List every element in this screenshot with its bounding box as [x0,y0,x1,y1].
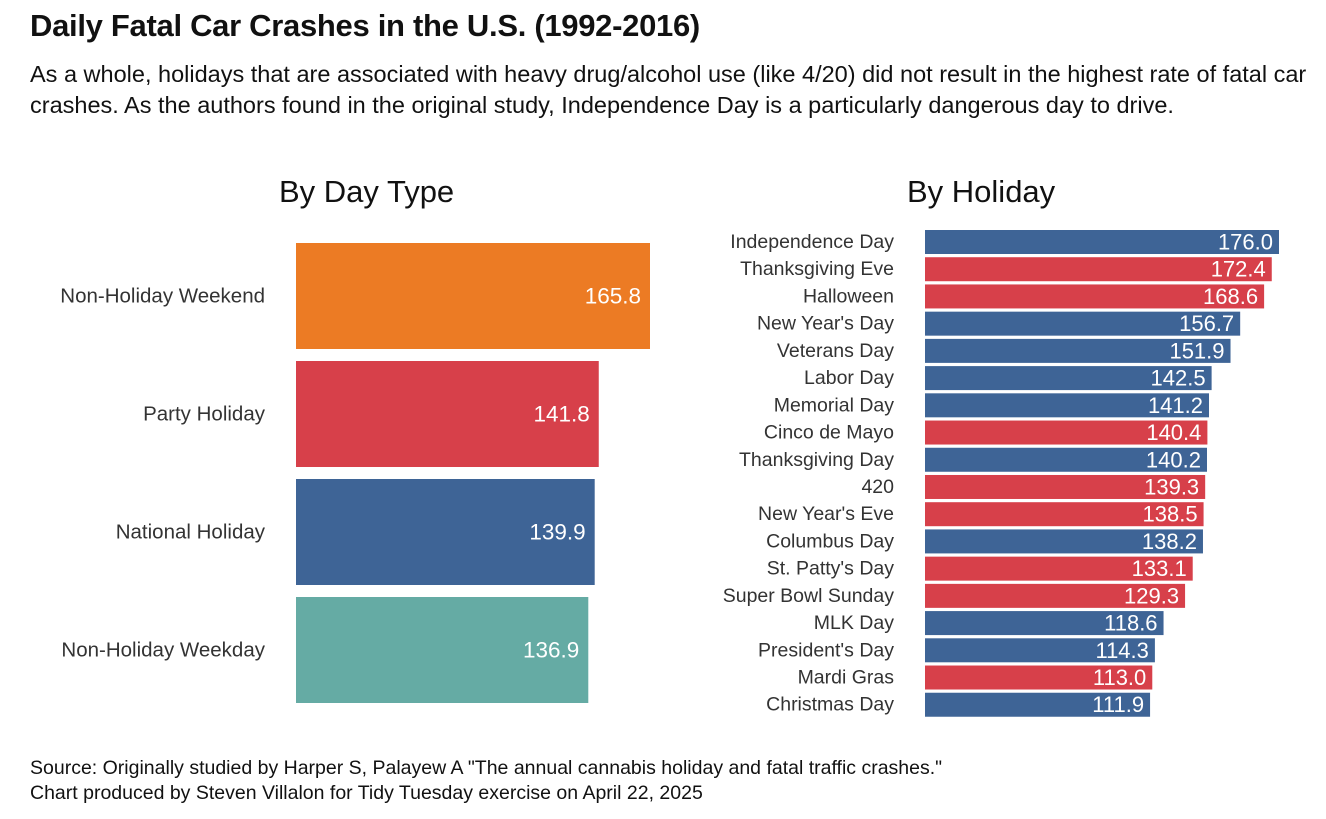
value-label-new-year-s-day: 156.7 [1179,311,1234,336]
bar-thanksgiving-day [925,447,1207,472]
bar-mardi-gras [925,665,1153,690]
bar-non-holiday-weekend [296,243,650,349]
bar-new-year-s-eve [925,502,1204,527]
source-note: Source: Originally studied by Harper S, … [30,757,943,779]
value-label-national-holiday: 139.9 [529,520,585,545]
value-label-halloween: 168.6 [1203,284,1258,309]
category-label-christmas-day: Christmas Day [766,694,894,716]
category-label-president-s-day: President's Day [758,639,894,661]
bar-thanksgiving-eve [925,257,1272,282]
value-label-president-s-day: 114.3 [1095,638,1148,663]
bar-veterans-day [925,338,1231,363]
value-label-st-patty-s-day: 133.1 [1132,556,1187,581]
bar-christmas-day [925,692,1151,717]
caption: Source: Originally studied by Harper S, … [30,756,942,806]
value-label-420: 139.3 [1144,474,1199,499]
bar-non-holiday-weekday [296,597,589,703]
value-label-independence-day: 176.0 [1218,230,1273,255]
chart-subtitle: As a whole, holidays that are associated… [30,61,1307,118]
category-label-independence-day: Independence Day [730,231,894,253]
value-label-labor-day: 142.5 [1151,366,1206,391]
bar-halloween [925,284,1265,309]
bar-independence-day [925,230,1279,254]
bar-president-s-day [925,638,1155,663]
category-label-cinco-de-mayo: Cinco de Mayo [764,422,894,444]
value-label-non-holiday-weekend: 165.8 [585,284,641,309]
bar-new-year-s-day [925,311,1241,336]
category-label-non-holiday-weekend: Non-Holiday Weekend [60,285,265,308]
value-label-mlk-day: 118.6 [1104,611,1157,636]
category-label-non-holiday-weekday: Non-Holiday Weekday [61,639,265,662]
category-label-thanksgiving-eve: Thanksgiving Eve [740,258,894,280]
category-label-thanksgiving-day: Thanksgiving Day [739,449,894,471]
chart-title: Daily Fatal Car Crashes in the U.S. (199… [30,8,700,43]
category-label-super-bowl-sunday: Super Bowl Sunday [723,585,895,607]
bar-party-holiday [296,361,599,467]
panel-title-holiday: By Holiday [907,174,1056,209]
value-label-thanksgiving-eve: 172.4 [1211,257,1266,282]
category-label-new-year-s-eve: New Year's Eve [758,503,894,525]
holiday-bar-chart: 176.0 Independence Day 172.4 Thanksgiving E… [723,230,1279,717]
value-label-super-bowl-sunday: 129.3 [1124,583,1179,608]
category-label-national-holiday: National Holiday [116,521,266,544]
bar-national-holiday [296,479,595,585]
bar-super-bowl-sunday [925,583,1186,608]
value-label-mardi-gras: 113.0 [1093,665,1146,690]
value-label-thanksgiving-day: 140.2 [1146,447,1201,472]
bar-cinco-de-mayo [925,420,1208,445]
value-label-cinco-de-mayo: 140.4 [1146,420,1201,445]
category-label-new-year-s-day: New Year's Day [757,313,894,335]
bar-mlk-day [925,611,1164,636]
category-label-mlk-day: MLK Day [814,612,894,634]
category-label-labor-day: Labor Day [804,367,894,389]
credit-note: Chart produced by Steven Villalon for Ti… [30,782,703,804]
value-label-memorial-day: 141.2 [1148,393,1203,418]
bar-420 [925,474,1206,499]
value-label-christmas-day: 111.9 [1092,692,1144,717]
bar-labor-day [925,366,1212,391]
category-label-memorial-day: Memorial Day [774,394,895,416]
day-type-bar-chart: 165.8 Non-Holiday Weekend 141.8 Party Holid… [60,243,650,703]
value-label-party-holiday: 141.8 [533,402,589,427]
category-label-veterans-day: Veterans Day [777,340,894,362]
bar-st-patty-s-day [925,556,1193,581]
category-label-st-patty-s-day: St. Patty's Day [767,558,895,580]
panel-title-day-type: By Day Type [279,174,455,209]
value-label-non-holiday-weekday: 136.9 [523,638,579,663]
category-label-mardi-gras: Mardi Gras [798,667,895,689]
value-label-veterans-day: 151.9 [1169,338,1224,363]
value-label-new-year-s-eve: 138.5 [1143,502,1198,527]
category-label-420: 420 [861,476,894,498]
category-label-columbus-day: Columbus Day [766,530,894,552]
bar-columbus-day [925,529,1203,554]
bar-memorial-day [925,393,1210,418]
value-label-columbus-day: 138.2 [1142,529,1197,554]
category-label-party-holiday: Party Holiday [143,403,266,426]
category-label-halloween: Halloween [803,285,894,307]
